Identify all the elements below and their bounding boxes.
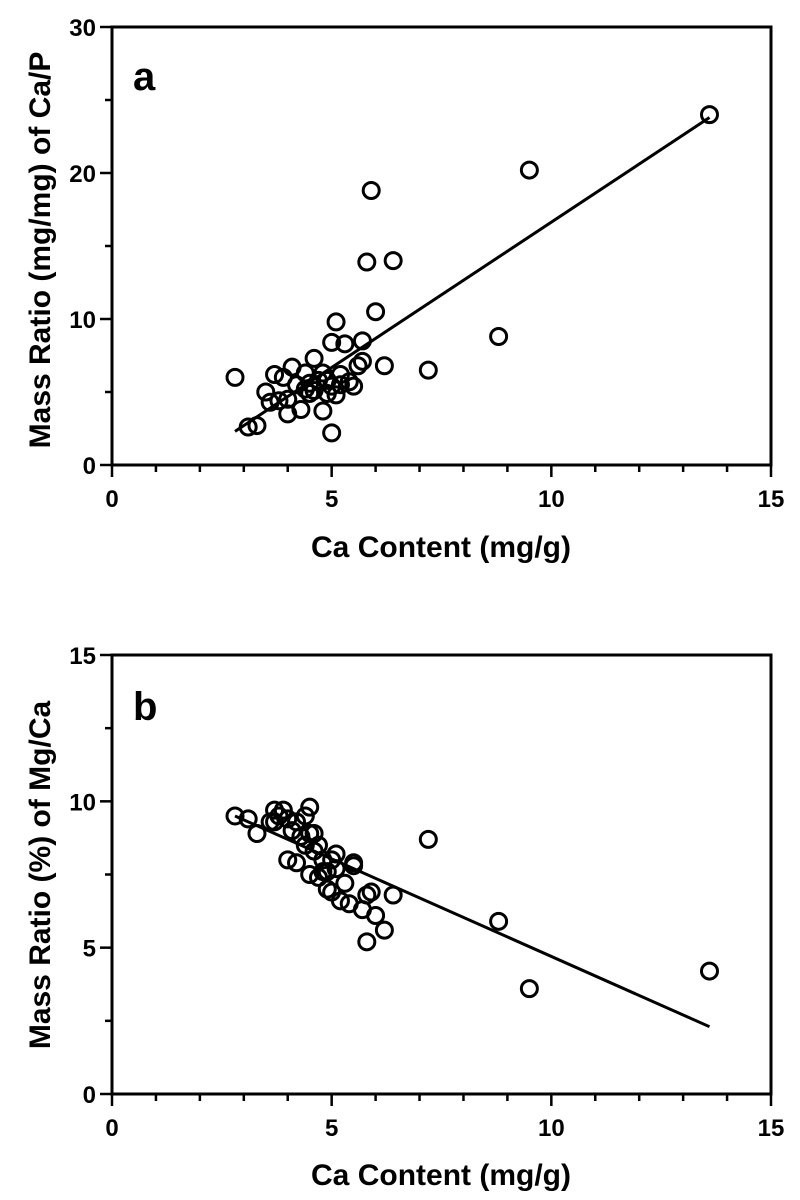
x-tick-label: 0 bbox=[105, 486, 118, 513]
data-point bbox=[699, 105, 719, 125]
panel-b-frame bbox=[110, 653, 773, 1096]
data-point bbox=[287, 375, 307, 395]
data-point bbox=[352, 331, 372, 351]
data-point bbox=[374, 356, 394, 376]
panel-a-data-points bbox=[225, 105, 719, 443]
data-point bbox=[278, 850, 298, 870]
panel-b-y-ticks: 0 5 10 15 bbox=[69, 643, 112, 1109]
y-tick-label: 10 bbox=[69, 307, 96, 334]
data-point bbox=[247, 824, 267, 844]
panel-a-y-axis-title: Mass Ratio (mg/mg) of Ca/P bbox=[24, 52, 57, 449]
data-point bbox=[304, 824, 324, 844]
x-tick-label: 10 bbox=[538, 1115, 565, 1142]
data-point bbox=[352, 351, 372, 371]
y-tick-label: 30 bbox=[69, 15, 96, 42]
data-point bbox=[278, 809, 298, 829]
data-point bbox=[313, 401, 333, 421]
panel-b-chart: 0 5 10 15 0 5 10 15 b Ca Content (mg/g) Mass R… bbox=[24, 643, 784, 1192]
data-point bbox=[383, 251, 403, 271]
data-point bbox=[357, 252, 377, 272]
data-point bbox=[225, 367, 245, 387]
panel-b-y-axis-title: Mass Ratio (%) of Mg/Ca bbox=[24, 701, 57, 1050]
data-point bbox=[357, 932, 377, 952]
data-point bbox=[330, 891, 350, 911]
panel-b-data-points bbox=[225, 797, 719, 999]
data-point bbox=[260, 392, 280, 412]
y-tick-label: 0 bbox=[83, 1082, 96, 1109]
data-point bbox=[344, 376, 364, 396]
data-point bbox=[326, 385, 346, 405]
data-point bbox=[326, 844, 346, 864]
y-tick-label: 5 bbox=[83, 936, 96, 963]
x-tick-label: 10 bbox=[538, 486, 565, 513]
data-point bbox=[225, 806, 245, 826]
data-point bbox=[238, 417, 258, 437]
data-point bbox=[519, 979, 539, 999]
panel-a-label: a bbox=[133, 55, 156, 99]
data-point bbox=[322, 423, 342, 443]
x-tick-label: 0 bbox=[105, 1115, 118, 1142]
data-point bbox=[317, 862, 337, 882]
panel-a-y-ticks: 0 10 20 30 bbox=[69, 15, 112, 480]
data-point bbox=[265, 364, 285, 384]
panel-a-frame bbox=[110, 25, 773, 467]
x-tick-label: 5 bbox=[325, 1115, 338, 1142]
data-point bbox=[291, 400, 311, 420]
data-point bbox=[300, 797, 320, 817]
x-tick-label: 15 bbox=[758, 1115, 785, 1142]
data-point bbox=[287, 853, 307, 873]
data-point bbox=[304, 381, 324, 401]
data-point bbox=[361, 882, 381, 902]
panel-b-x-ticks: 0 5 10 15 bbox=[105, 1094, 784, 1142]
data-point bbox=[699, 961, 719, 981]
y-tick-label: 10 bbox=[69, 789, 96, 816]
data-point bbox=[256, 382, 276, 402]
data-point bbox=[278, 389, 298, 409]
data-point bbox=[339, 372, 359, 392]
data-point bbox=[366, 905, 386, 925]
y-tick-label: 20 bbox=[69, 161, 96, 188]
data-point bbox=[344, 853, 364, 873]
data-point bbox=[335, 334, 355, 354]
data-point bbox=[418, 829, 438, 849]
x-tick-label: 15 bbox=[758, 486, 785, 513]
data-point bbox=[489, 911, 509, 931]
x-tick-label: 5 bbox=[325, 486, 338, 513]
data-point bbox=[519, 160, 539, 180]
data-point bbox=[304, 348, 324, 368]
data-point bbox=[418, 360, 438, 380]
data-point bbox=[335, 873, 355, 893]
data-point bbox=[326, 312, 346, 332]
data-point bbox=[238, 809, 258, 829]
data-point bbox=[330, 375, 350, 395]
data-point bbox=[383, 885, 403, 905]
panel-a-chart: 0 5 10 15 0 10 20 30 a Ca Content (mg/g) Mass … bbox=[24, 15, 784, 564]
data-point bbox=[300, 865, 320, 884]
panel-a-x-axis-title: Ca Content (mg/g) bbox=[311, 531, 571, 564]
panel-b-x-axis-title: Ca Content (mg/g) bbox=[311, 1159, 571, 1192]
data-point bbox=[489, 327, 509, 347]
data-point bbox=[247, 416, 267, 436]
data-point bbox=[269, 391, 289, 411]
data-point bbox=[322, 332, 342, 352]
data-point bbox=[374, 920, 394, 940]
data-point bbox=[348, 356, 368, 376]
panel-b-label: b bbox=[133, 685, 157, 729]
panel-a-x-ticks: 0 5 10 15 bbox=[105, 465, 784, 513]
data-point bbox=[361, 181, 381, 201]
panel-a-fit-line bbox=[234, 116, 711, 433]
y-tick-label: 15 bbox=[69, 643, 96, 670]
data-point bbox=[366, 302, 386, 322]
y-tick-label: 0 bbox=[83, 453, 96, 480]
